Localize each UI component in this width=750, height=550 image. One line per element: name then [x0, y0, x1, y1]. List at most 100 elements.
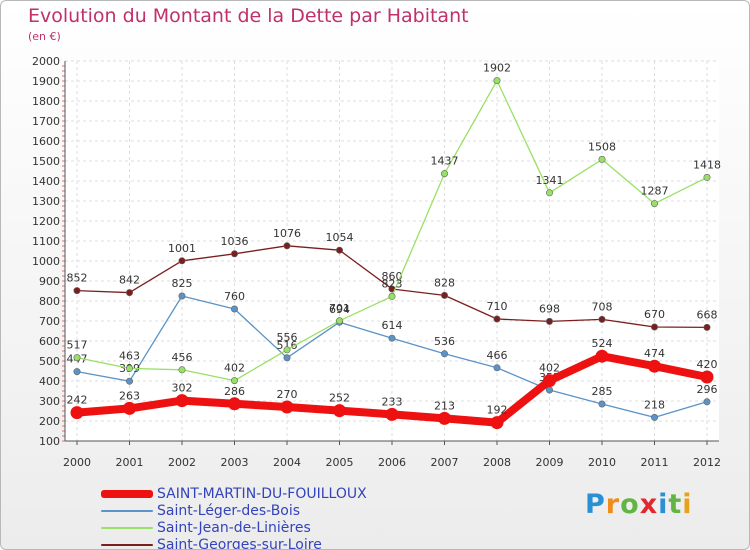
y-tick-label: 1300	[32, 195, 60, 208]
y-tick-label: 600	[39, 335, 60, 348]
data-point	[333, 404, 346, 418]
y-tick-label: 1800	[32, 95, 60, 108]
data-label: 517	[67, 339, 88, 352]
data-label: 1508	[588, 140, 616, 153]
data-label: 825	[172, 277, 193, 290]
data-point	[598, 155, 606, 163]
y-tick-label: 1700	[32, 115, 60, 128]
data-label: 1418	[693, 158, 721, 171]
data-label: 466	[487, 349, 508, 362]
data-point	[440, 170, 448, 178]
data-point	[440, 350, 448, 358]
legend-item: Saint-Georges-sur-Loire	[101, 536, 367, 550]
legend-swatch	[101, 543, 153, 546]
legend-item: Saint-Léger-des-Bois	[101, 502, 367, 519]
x-tick-label: 2001	[116, 456, 144, 469]
data-label: 213	[434, 399, 455, 412]
y-tick-label: 900	[39, 275, 60, 288]
data-point	[126, 289, 134, 297]
data-point	[388, 292, 396, 300]
data-label: 263	[119, 389, 140, 402]
y-tick-label: 1500	[32, 155, 60, 168]
legend-label: SAINT-MARTIN-DU-FOUILLOUX	[157, 485, 367, 502]
data-label: 524	[592, 337, 613, 350]
data-label: 242	[67, 394, 88, 407]
legend-item: Saint-Jean-de-Linières	[101, 519, 367, 536]
data-point	[648, 359, 661, 373]
data-label: 1902	[483, 62, 511, 75]
data-label: 670	[644, 308, 665, 321]
data-point	[126, 364, 134, 372]
data-point	[283, 346, 291, 354]
logo-letter: x	[639, 489, 659, 520]
logo-letter: t	[668, 489, 683, 520]
data-point	[703, 323, 711, 331]
data-label: 536	[434, 335, 455, 348]
data-point	[73, 354, 81, 362]
data-label: 668	[697, 308, 718, 321]
data-point	[231, 250, 239, 258]
data-label: 285	[592, 385, 613, 398]
data-label: 402	[224, 362, 245, 375]
logo-letter: P	[585, 489, 606, 520]
data-point	[438, 411, 451, 425]
data-label: 1054	[326, 231, 354, 244]
legend-label: Saint-Jean-de-Linières	[157, 519, 311, 536]
data-point	[493, 315, 501, 323]
legend-swatch	[101, 509, 153, 512]
x-tick-label: 2003	[221, 456, 249, 469]
legend-label: Saint-Georges-sur-Loire	[157, 536, 322, 550]
data-label: 614	[382, 319, 403, 332]
y-tick-label: 2000	[32, 55, 60, 68]
data-point	[335, 317, 343, 325]
x-tick-label: 2006	[378, 456, 406, 469]
data-point	[126, 377, 134, 385]
data-label: 1036	[221, 235, 249, 248]
y-tick-label: 1200	[32, 215, 60, 228]
data-point	[283, 354, 291, 362]
data-label: 828	[434, 276, 455, 289]
x-tick-label: 2004	[273, 456, 301, 469]
data-label: 474	[644, 347, 665, 360]
data-point	[650, 200, 658, 208]
data-point	[280, 400, 294, 414]
data-point	[545, 317, 553, 325]
data-point	[703, 173, 711, 181]
y-tick-label: 1900	[32, 75, 60, 88]
x-tick-label: 2009	[536, 456, 564, 469]
x-tick-label: 2002	[168, 456, 196, 469]
y-tick-label: 1100	[32, 235, 60, 248]
data-point	[700, 370, 714, 384]
data-point	[493, 77, 501, 85]
data-point	[543, 374, 556, 388]
data-label: 286	[224, 385, 245, 398]
data-point	[490, 416, 504, 430]
data-label: 218	[644, 398, 665, 411]
data-label: 516	[277, 339, 298, 352]
y-tick-label: 100	[39, 435, 60, 448]
data-point	[283, 242, 291, 250]
data-point	[493, 364, 501, 372]
data-label: 302	[172, 382, 193, 395]
proxiti-logo: Proxiti	[585, 489, 693, 520]
data-label: 456	[172, 351, 193, 364]
x-tick-label: 2008	[483, 456, 511, 469]
data-label: 556	[277, 331, 298, 344]
data-label: 698	[539, 302, 560, 315]
data-label: 270	[277, 388, 298, 401]
data-point	[178, 257, 186, 265]
logo-letter: o	[620, 489, 640, 520]
y-tick-label: 300	[39, 395, 60, 408]
data-label: 463	[119, 349, 140, 362]
data-point	[545, 189, 553, 197]
logo-letter: i	[658, 489, 669, 520]
data-point	[231, 377, 239, 385]
data-label: 1076	[273, 227, 301, 240]
data-label: 296	[697, 383, 718, 396]
data-point	[228, 397, 241, 411]
y-tick-label: 200	[39, 415, 60, 428]
legend-swatch	[101, 526, 153, 529]
data-label: 694	[329, 303, 350, 316]
